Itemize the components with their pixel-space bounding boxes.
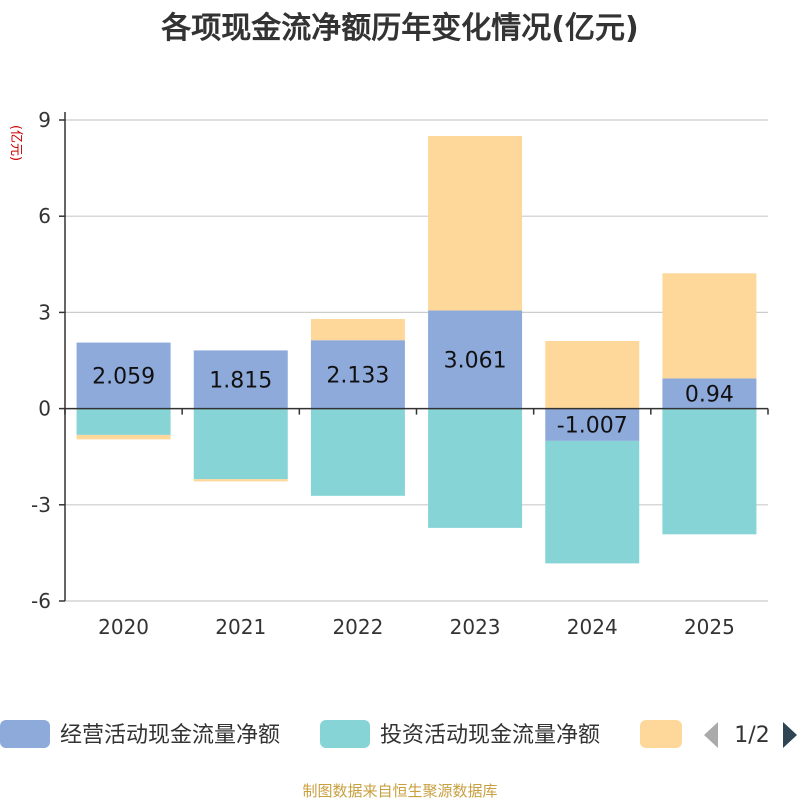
y-tick-label: 3 [38, 300, 51, 324]
legend-swatch-investing [320, 720, 370, 748]
x-tick-label: 2020 [98, 615, 149, 639]
bar-2020-series-0[interactable] [76, 342, 171, 409]
y-tick-label: 6 [38, 204, 51, 228]
data-label-2021: 1.815 [209, 368, 272, 393]
bars[interactable] [76, 136, 757, 564]
bar-2023-series-0[interactable] [428, 310, 523, 409]
bar-2020-series-1[interactable] [76, 408, 171, 435]
data-label-2022: 2.133 [326, 363, 389, 388]
chart-title: 各项现金流净额历年变化情况(亿元) [160, 11, 638, 46]
legend-label-investing: 投资活动现金流量净额 [380, 723, 600, 748]
gridlines [59, 119, 768, 602]
legend-prev-page-icon[interactable] [704, 722, 718, 748]
bar-2021-series-2[interactable] [193, 479, 288, 482]
x-tick-label: 2025 [684, 615, 735, 639]
bar-2023-series-2[interactable] [428, 136, 523, 311]
y-tick-label: 0 [38, 397, 51, 421]
x-tick-label: 2023 [450, 615, 501, 639]
y-axis-unit: (亿元) [8, 125, 23, 161]
legend: 经营活动现金流量净额 投资活动现金流量净额 1/2 [0, 720, 797, 748]
legend-item-investing[interactable]: 投资活动现金流量净额 [320, 720, 600, 748]
y-axis-tick-labels: 9 6 3 0 -3 -6 [31, 108, 51, 613]
bar-2025-series-0[interactable] [662, 378, 757, 409]
data-label-2025: 0.94 [685, 383, 734, 408]
bar-2022-series-0[interactable] [310, 340, 405, 409]
data-label-2024: -1.007 [557, 414, 628, 439]
bar-2025-series-2[interactable] [662, 273, 757, 379]
bar-2023-series-1[interactable] [428, 408, 523, 528]
data-labels: 2.059 1.815 2.133 3.061 -1.007 0.94 [92, 349, 734, 439]
legend-label-operating: 经营活动现金流量净额 [60, 723, 280, 748]
y-tick-label: -6 [31, 589, 51, 613]
x-tick-label: 2021 [215, 615, 266, 639]
bar-2020-series-2[interactable] [76, 434, 171, 440]
legend-item-financing[interactable] [640, 720, 682, 748]
bar-2021-series-1[interactable] [193, 408, 288, 480]
legend-swatch-financing [640, 720, 682, 748]
bar-2024-series-1[interactable] [545, 440, 640, 564]
bar-2024-series-2[interactable] [545, 340, 640, 409]
data-source-footer: 制图数据来自恒生聚源数据库 [302, 782, 497, 800]
legend-next-page-icon[interactable] [783, 722, 797, 748]
x-tick-label: 2024 [567, 615, 618, 639]
bar-2022-series-1[interactable] [310, 408, 405, 496]
x-axis-tick-labels: 2020 2021 2022 2023 2024 2025 [98, 615, 735, 639]
bar-2021-series-0[interactable] [193, 350, 288, 409]
axes [64, 112, 769, 601]
bar-2022-series-2[interactable] [310, 319, 405, 341]
x-tick-label: 2022 [332, 615, 383, 639]
data-label-2023: 3.061 [444, 349, 507, 374]
legend-swatch-operating [0, 720, 50, 748]
legend-item-operating[interactable]: 经营活动现金流量净额 [0, 720, 280, 748]
y-tick-label: 9 [38, 108, 51, 132]
y-tick-label: -3 [31, 493, 51, 517]
data-label-2020: 2.059 [92, 365, 155, 390]
legend-page-indicator: 1/2 [734, 723, 769, 748]
bar-2025-series-1[interactable] [662, 408, 757, 535]
bar-2024-series-0[interactable] [545, 408, 640, 441]
